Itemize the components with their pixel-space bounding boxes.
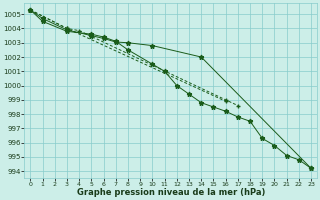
X-axis label: Graphe pression niveau de la mer (hPa): Graphe pression niveau de la mer (hPa) <box>76 188 265 197</box>
